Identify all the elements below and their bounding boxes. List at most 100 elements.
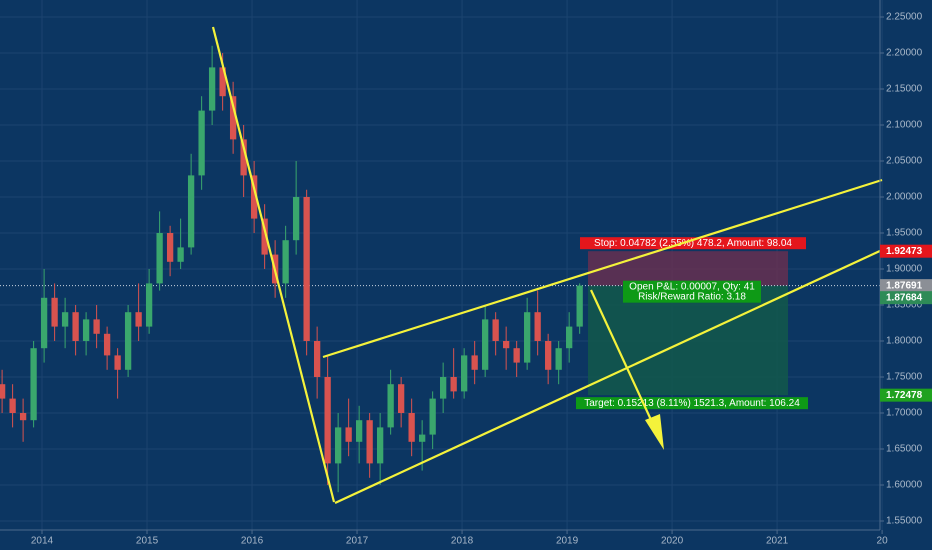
x-tick-label: 2014 [31, 536, 54, 547]
channel-lower [334, 249, 883, 504]
y-tick-label: 1.60000 [886, 480, 923, 491]
candle-body [555, 348, 562, 370]
y-tick-label: 1.65000 [886, 444, 923, 455]
x-tick-label: 2018 [451, 536, 474, 547]
candle-body [135, 312, 142, 327]
candle-body [82, 319, 90, 341]
candle-body [492, 319, 499, 341]
candle-body [397, 384, 405, 413]
candle-body [30, 348, 37, 421]
candle-body [440, 376, 447, 399]
target-price-tag-bg [880, 388, 932, 402]
candle-body [61, 312, 69, 327]
target-label-bg [576, 397, 808, 410]
x-tick-label: 20 [877, 536, 889, 547]
candle-body [566, 326, 573, 349]
entry-price-tag-bg [880, 291, 932, 305]
candle-body [187, 175, 195, 248]
candle-body [250, 175, 258, 219]
rr-label: Risk/Reward Ratio: 3.18 [638, 291, 746, 302]
candle-body [156, 232, 163, 284]
candle-body [376, 427, 384, 464]
candle-body [324, 376, 331, 464]
target-label: Target: 0.15213 (8.11%) 1521.3, Amount: … [584, 398, 800, 409]
stop-label-bg [580, 237, 806, 250]
y-tick-label: 2.15000 [886, 84, 923, 95]
candle-body [229, 96, 237, 140]
candle-body [408, 412, 415, 442]
candle-body [282, 240, 289, 284]
x-tick-label: 2015 [136, 536, 159, 547]
last-price-tag-bg [880, 279, 932, 293]
y-tick-label: 2.10000 [886, 120, 923, 131]
target-price-tag: 1.72478 [886, 390, 923, 401]
grid [0, 0, 883, 530]
candle-body [198, 110, 205, 176]
y-tick-label: 1.95000 [886, 228, 923, 239]
candle-body [40, 297, 48, 349]
stop-price-tag-bg [880, 244, 932, 258]
candle-body [471, 355, 478, 370]
y-tick-label: 1.70000 [886, 408, 923, 419]
x-tick-label: 2016 [241, 536, 264, 547]
candle-body [19, 412, 27, 421]
x-tick-label: 2020 [661, 536, 684, 547]
candle-body [366, 420, 373, 464]
y-tick-label: 2.20000 [886, 48, 923, 59]
stop-zone [588, 251, 788, 286]
last-price-tag: 1.87691 [886, 280, 923, 291]
y-tick-label: 1.85000 [886, 300, 923, 311]
candle-body [177, 247, 184, 262]
y-tick-label: 1.80000 [886, 336, 923, 347]
candle-body [219, 67, 226, 97]
candle-body [545, 340, 552, 370]
pnl-label: Open P&L: 0.00007, Qty: 41 [629, 281, 755, 292]
candle-body [334, 427, 342, 464]
candle-body [450, 376, 457, 392]
y-tick-label: 2.00000 [886, 192, 923, 203]
candle-body [576, 285, 583, 327]
candle-body [355, 420, 363, 442]
candle-body [0, 384, 6, 399]
candle-body [461, 355, 468, 392]
candle-body [166, 232, 174, 262]
x-tick-label: 2021 [766, 536, 789, 547]
arrow-head [645, 414, 664, 450]
channel-upper [322, 178, 883, 359]
stop-price-tag: 1.92473 [886, 246, 923, 257]
candle-body [51, 297, 58, 327]
candle-body [292, 196, 300, 241]
y-tick-label: 1.55000 [886, 516, 923, 527]
y-tick-label: 2.05000 [886, 156, 923, 167]
pnl-label-bg [623, 280, 761, 303]
candle-body [429, 398, 436, 435]
candle-body [145, 283, 153, 327]
entry-price-tag: 1.87684 [886, 292, 923, 303]
candle-body [9, 398, 16, 413]
candle-body [72, 312, 79, 341]
candle-body [513, 348, 520, 363]
candle-body [208, 67, 216, 111]
candle-body [503, 340, 510, 349]
trend-line [211, 26, 336, 503]
candle-body [524, 312, 531, 363]
candle-body [114, 355, 121, 370]
candle-body [303, 196, 310, 341]
candle-body [93, 319, 100, 334]
projection-line [590, 289, 653, 423]
x-tick-label: 2019 [556, 536, 579, 547]
candle-body [124, 312, 132, 370]
x-tick-label: 2017 [346, 536, 369, 547]
candle-body [418, 434, 426, 442]
stop-label: Stop: 0.04782 (2.55%) 478.2, Amount: 98.… [594, 238, 792, 249]
candles [0, 45, 583, 493]
y-tick-label: 1.75000 [886, 372, 923, 383]
candle-body [534, 312, 541, 341]
y-tick-label: 1.90000 [886, 264, 923, 275]
candle-body [345, 427, 352, 442]
candle-body [313, 340, 321, 377]
axes: 1.55000 1.60000 1.65000 1.70000 1.75000 1.800… [31, 12, 932, 547]
candle-body [240, 139, 247, 176]
